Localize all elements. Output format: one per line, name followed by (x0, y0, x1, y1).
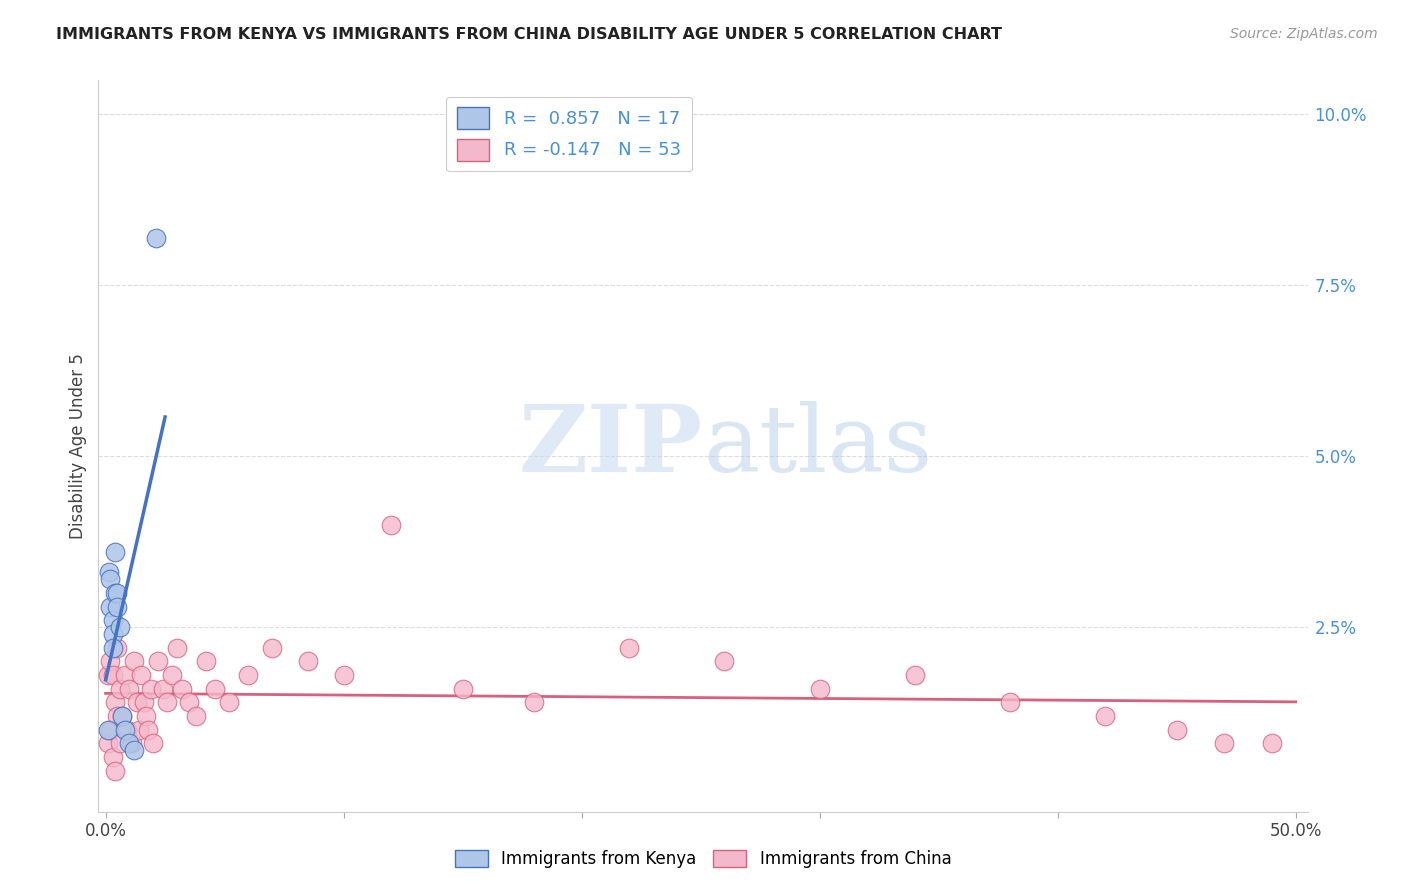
Point (808, 681, 831, 696)
Point (332, 668, 354, 682)
Point (142, 736, 165, 750)
Point (238, 668, 260, 682)
Point (1166, 723, 1188, 737)
Point (98, 723, 121, 737)
Point (166, 640, 188, 655)
Point (135, 709, 157, 723)
Text: Source: ZipAtlas.com: Source: ZipAtlas.com (1230, 27, 1378, 41)
Point (619, 640, 641, 655)
Point (107, 599, 129, 614)
Point (121, 736, 143, 750)
Point (122, 654, 145, 668)
Point (132, 695, 155, 709)
Point (104, 695, 127, 709)
Text: atlas: atlas (703, 401, 932, 491)
Text: ZIP: ZIP (519, 401, 703, 491)
Point (156, 695, 179, 709)
Point (108, 681, 131, 696)
Point (122, 743, 145, 757)
Y-axis label: Disability Age Under 5: Disability Age Under 5 (69, 353, 87, 539)
Point (97, 736, 120, 750)
Point (125, 695, 148, 709)
Point (160, 668, 183, 682)
Legend: Immigrants from Kenya, Immigrants from China: Immigrants from Kenya, Immigrants from C… (449, 843, 957, 875)
Point (101, 627, 124, 641)
Point (107, 709, 129, 723)
Point (101, 668, 124, 682)
Point (1094, 709, 1116, 723)
Point (297, 654, 319, 668)
Point (101, 613, 124, 627)
Point (184, 709, 207, 723)
Point (139, 681, 162, 696)
Point (101, 750, 124, 764)
Text: IMMIGRANTS FROM KENYA VS IMMIGRANTS FROM CHINA DISABILITY AGE UNDER 5 CORRELATIO: IMMIGRANTS FROM KENYA VS IMMIGRANTS FROM… (56, 27, 1002, 42)
Point (380, 517, 402, 532)
Point (998, 695, 1021, 709)
Point (111, 709, 134, 723)
Point (98, 599, 121, 614)
Point (713, 654, 735, 668)
Point (262, 640, 284, 655)
Point (101, 640, 124, 655)
Point (146, 654, 169, 668)
Point (152, 681, 174, 696)
Point (97, 723, 120, 737)
Point (523, 695, 546, 709)
Point (98, 566, 121, 580)
Point (107, 640, 129, 655)
Point (111, 709, 134, 723)
Point (451, 681, 474, 696)
Point (115, 723, 138, 737)
Point (1261, 736, 1284, 750)
Point (118, 681, 141, 696)
Point (170, 681, 193, 696)
Point (177, 695, 200, 709)
Point (904, 668, 927, 682)
Point (97, 668, 120, 682)
Point (204, 681, 226, 696)
Point (107, 586, 129, 600)
Point (145, 230, 167, 244)
Point (108, 620, 131, 634)
Legend: R =  0.857   N = 17, R = -0.147   N = 53: R = 0.857 N = 17, R = -0.147 N = 53 (446, 96, 692, 171)
Point (108, 736, 131, 750)
Point (114, 668, 136, 682)
Point (114, 723, 136, 737)
Point (104, 545, 127, 559)
Point (128, 723, 150, 737)
Point (98, 654, 121, 668)
Point (98, 572, 121, 586)
Point (104, 764, 127, 778)
Point (118, 736, 141, 750)
Point (138, 723, 160, 737)
Point (104, 586, 127, 600)
Point (1213, 736, 1236, 750)
Point (194, 654, 217, 668)
Point (129, 668, 152, 682)
Point (218, 695, 240, 709)
